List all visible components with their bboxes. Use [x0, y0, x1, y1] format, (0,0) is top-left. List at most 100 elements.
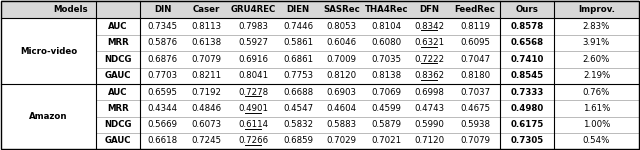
Text: 0.6903: 0.6903 — [326, 88, 356, 97]
Text: 0.8104: 0.8104 — [371, 22, 401, 31]
Text: 0.8113: 0.8113 — [191, 22, 221, 31]
Text: 0.6859: 0.6859 — [283, 136, 313, 145]
Text: 0.6080: 0.6080 — [371, 38, 401, 47]
Text: 0.4675: 0.4675 — [460, 104, 490, 113]
Text: 0.7305: 0.7305 — [511, 136, 543, 145]
Text: 0.6595: 0.6595 — [147, 88, 177, 97]
Text: 0.7079: 0.7079 — [191, 55, 221, 64]
Text: 0.5927: 0.5927 — [238, 38, 268, 47]
Text: 0.8342: 0.8342 — [414, 22, 444, 31]
Text: 0.5938: 0.5938 — [460, 120, 490, 129]
Text: 0.6998: 0.6998 — [414, 88, 444, 97]
Text: 0.4743: 0.4743 — [414, 104, 444, 113]
Text: 0.7047: 0.7047 — [460, 55, 490, 64]
Text: 0.4547: 0.4547 — [283, 104, 313, 113]
Text: 0.7079: 0.7079 — [460, 136, 490, 145]
Text: 0.7035: 0.7035 — [371, 55, 401, 64]
Text: THA4Rec: THA4Rec — [365, 4, 408, 14]
Text: Amazon: Amazon — [29, 112, 68, 121]
Text: 0.7446: 0.7446 — [283, 22, 313, 31]
Text: GRU4REC: GRU4REC — [230, 4, 276, 14]
Text: 0.6046: 0.6046 — [326, 38, 356, 47]
Text: SASRec: SASRec — [323, 4, 360, 14]
Text: 0.4901: 0.4901 — [238, 104, 268, 113]
Text: 0.7120: 0.7120 — [414, 136, 444, 145]
Text: 0.7192: 0.7192 — [191, 88, 221, 97]
Text: NDCG: NDCG — [104, 120, 132, 129]
Text: 0.4599: 0.4599 — [372, 104, 401, 113]
Text: 0.4846: 0.4846 — [191, 104, 221, 113]
Text: 0.8578: 0.8578 — [510, 22, 543, 31]
Text: GAUC: GAUC — [105, 136, 131, 145]
Text: 0.6568: 0.6568 — [511, 38, 543, 47]
Text: 0.7222: 0.7222 — [414, 55, 444, 64]
Text: 0.6688: 0.6688 — [283, 88, 313, 97]
Text: 0.8120: 0.8120 — [326, 71, 356, 80]
Text: 0.6916: 0.6916 — [238, 55, 268, 64]
Text: 0.5879: 0.5879 — [371, 120, 401, 129]
Text: 0.8041: 0.8041 — [238, 71, 268, 80]
Text: FeedRec: FeedRec — [454, 4, 495, 14]
Text: 0.7021: 0.7021 — [371, 136, 401, 145]
Text: 2.19%: 2.19% — [583, 71, 610, 80]
Text: 0.6321: 0.6321 — [414, 38, 444, 47]
Text: 0.6618: 0.6618 — [147, 136, 177, 145]
Text: 0.8180: 0.8180 — [460, 71, 490, 80]
Text: 3.91%: 3.91% — [583, 38, 610, 47]
Text: 0.6138: 0.6138 — [191, 38, 221, 47]
Text: 0.7983: 0.7983 — [238, 22, 268, 31]
Text: 0.7278: 0.7278 — [238, 88, 268, 97]
Text: 0.6861: 0.6861 — [283, 55, 313, 64]
Text: DFN: DFN — [419, 4, 439, 14]
Text: 0.6073: 0.6073 — [191, 120, 221, 129]
Text: 0.8211: 0.8211 — [191, 71, 221, 80]
Text: 0.8138: 0.8138 — [371, 71, 401, 80]
Text: 0.7703: 0.7703 — [147, 71, 177, 80]
Text: 0.5832: 0.5832 — [283, 120, 313, 129]
Text: 0.76%: 0.76% — [583, 88, 610, 97]
Text: 0.7029: 0.7029 — [326, 136, 356, 145]
Text: 0.7069: 0.7069 — [371, 88, 401, 97]
Text: 0.7333: 0.7333 — [510, 88, 544, 97]
Text: 1.00%: 1.00% — [583, 120, 610, 129]
Text: AUC: AUC — [108, 88, 128, 97]
Text: 0.8362: 0.8362 — [414, 71, 444, 80]
Text: 0.6114: 0.6114 — [238, 120, 268, 129]
Text: 0.5861: 0.5861 — [283, 38, 313, 47]
Text: AUC: AUC — [108, 22, 128, 31]
Text: 0.6095: 0.6095 — [460, 38, 490, 47]
Text: Micro-video: Micro-video — [20, 46, 77, 56]
Text: DIN: DIN — [154, 4, 171, 14]
Text: 0.8119: 0.8119 — [460, 22, 490, 31]
Text: 0.6876: 0.6876 — [147, 55, 177, 64]
Text: 2.83%: 2.83% — [583, 22, 610, 31]
Text: 0.5883: 0.5883 — [326, 120, 356, 129]
Text: 0.8545: 0.8545 — [511, 71, 543, 80]
Text: 0.4344: 0.4344 — [147, 104, 177, 113]
Text: NDCG: NDCG — [104, 55, 132, 64]
Text: 0.7410: 0.7410 — [510, 55, 544, 64]
Text: 0.4604: 0.4604 — [326, 104, 356, 113]
Text: MRR: MRR — [107, 104, 129, 113]
Text: 0.5876: 0.5876 — [147, 38, 177, 47]
Text: 0.7266: 0.7266 — [238, 136, 268, 145]
Text: 0.6175: 0.6175 — [510, 120, 543, 129]
Text: GAUC: GAUC — [105, 71, 131, 80]
Bar — [1, 0, 639, 18]
Text: 0.5669: 0.5669 — [147, 120, 177, 129]
Text: Ours: Ours — [516, 4, 538, 14]
Text: 0.8053: 0.8053 — [326, 22, 356, 31]
Text: 0.7037: 0.7037 — [460, 88, 490, 97]
Text: 0.7245: 0.7245 — [191, 136, 221, 145]
Text: MRR: MRR — [107, 38, 129, 47]
Text: Models: Models — [53, 4, 88, 14]
Text: Improv.: Improv. — [578, 4, 615, 14]
Text: DIEN: DIEN — [287, 4, 310, 14]
Text: 0.7753: 0.7753 — [283, 71, 313, 80]
Text: 0.4980: 0.4980 — [510, 104, 543, 113]
Text: 0.54%: 0.54% — [583, 136, 610, 145]
Text: 0.7345: 0.7345 — [147, 22, 177, 31]
Text: 1.61%: 1.61% — [583, 104, 610, 113]
Text: 0.5990: 0.5990 — [414, 120, 444, 129]
Text: 0.7009: 0.7009 — [326, 55, 356, 64]
